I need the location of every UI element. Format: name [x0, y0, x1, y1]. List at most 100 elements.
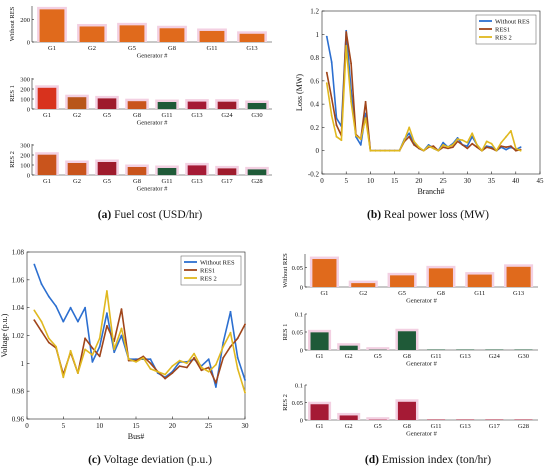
y-tick-label: 0.4 — [310, 101, 319, 109]
x-tick-label: G17 — [221, 178, 233, 185]
bar-G2 — [79, 26, 105, 42]
data-point — [335, 124, 338, 126]
bar-G13 — [456, 349, 475, 350]
data-point — [359, 138, 362, 141]
y-tick-label: 0 — [300, 418, 303, 425]
x-tick-label: G2 — [88, 45, 96, 52]
bar-G30 — [247, 103, 267, 109]
x-tick-label: G13 — [191, 112, 202, 119]
legend-label: Without RES — [200, 259, 235, 266]
y-axis-label: Without RES — [9, 6, 16, 41]
data-point — [466, 141, 469, 144]
bar-G1 — [37, 87, 57, 109]
data-point — [178, 359, 181, 362]
data-point — [442, 144, 444, 146]
x-tick-label: G5 — [103, 112, 111, 119]
bar-G11 — [157, 168, 177, 175]
y-tick-label: 0.05 — [292, 330, 303, 337]
data-point — [149, 362, 152, 365]
data-point — [451, 144, 454, 146]
x-tick-label: G8 — [437, 290, 445, 297]
x-tick-label: G11 — [207, 45, 218, 52]
y-axis-label: Voltage (p.u.) — [0, 313, 9, 357]
data-point — [142, 356, 145, 359]
data-point — [519, 149, 522, 152]
bar-G8 — [127, 101, 147, 109]
bar-G8 — [159, 28, 185, 42]
x-axis-label: Generator # — [137, 186, 169, 193]
x-tick-label: G13 — [460, 423, 471, 430]
x-axis-label: Generator # — [137, 53, 169, 60]
x-tick-label: 20 — [169, 422, 177, 430]
x-tick-label: 25 — [205, 422, 213, 430]
data-point — [69, 306, 72, 309]
x-tick-label: G28 — [251, 178, 262, 185]
x-tick-label: G11 — [431, 423, 442, 430]
y-tick-label: 1.02 — [12, 332, 25, 340]
bar-G13 — [187, 101, 207, 109]
data-point — [485, 140, 488, 143]
x-tick-label: G28 — [518, 423, 529, 430]
bar-G24 — [485, 349, 504, 350]
x-tick-label: G2 — [73, 112, 81, 119]
data-point — [413, 144, 415, 146]
data-point — [236, 356, 239, 359]
legend-label: RES1 — [200, 267, 215, 274]
data-point — [514, 149, 517, 152]
data-point — [106, 290, 108, 292]
data-point — [40, 320, 43, 323]
x-tick-label: 25 — [440, 177, 448, 185]
bar-G13 — [187, 165, 207, 175]
x-tick-label: G1 — [43, 112, 51, 119]
data-point — [413, 140, 415, 143]
data-point — [398, 149, 401, 152]
x-tick-label: G11 — [431, 353, 442, 360]
data-point — [215, 363, 217, 366]
data-point — [345, 31, 348, 33]
data-point — [186, 362, 188, 365]
data-point — [120, 308, 123, 310]
bar-G2 — [339, 415, 358, 420]
data-point — [505, 146, 507, 149]
x-tick-label: G11 — [474, 290, 485, 297]
data-point — [485, 146, 488, 149]
data-point — [236, 368, 239, 370]
x-tick-label: G13 — [460, 353, 471, 360]
data-point — [215, 386, 217, 388]
data-point — [91, 354, 94, 356]
data-point — [379, 149, 381, 152]
data-point — [519, 146, 522, 149]
y-tick-label: 0.1 — [295, 383, 303, 390]
data-point — [222, 345, 225, 348]
data-point — [98, 345, 101, 348]
y-tick-label: 100 — [20, 163, 30, 170]
data-point — [84, 348, 86, 351]
y-tick-label: 0.1 — [295, 312, 303, 319]
x-tick-label: 20 — [415, 177, 423, 185]
bar-chart-a1: 0 200 Without RES G1 G2 G5 G8 G11 G13 Generator # — [9, 6, 272, 60]
x-tick-label: G8 — [168, 45, 176, 52]
x-tick-label: G5 — [374, 423, 382, 430]
data-point — [340, 139, 343, 142]
data-point — [55, 345, 57, 348]
data-point — [47, 295, 50, 298]
data-point — [505, 148, 507, 151]
x-tick-label: G30 — [518, 353, 529, 360]
data-point — [171, 365, 174, 367]
x-tick-label: G5 — [374, 353, 382, 360]
data-point — [244, 323, 246, 326]
data-point — [33, 309, 36, 312]
data-point — [350, 100, 352, 103]
data-point — [222, 356, 225, 359]
bar-G1 — [37, 154, 57, 175]
x-tick-label: G13 — [246, 45, 257, 52]
data-point — [207, 366, 210, 369]
x-tick-label: 15 — [391, 177, 399, 185]
x-tick-label: 5 — [344, 177, 348, 185]
bar-chart-d2: 0 0.05 0.1 RES 1 G1 G2 G5 G8 G11 G13 G24 G30 Generat… — [282, 312, 538, 368]
x-tick-label: G11 — [162, 112, 173, 119]
data-point — [113, 348, 116, 351]
x-tick-label: G11 — [162, 178, 173, 185]
data-point — [178, 365, 181, 367]
